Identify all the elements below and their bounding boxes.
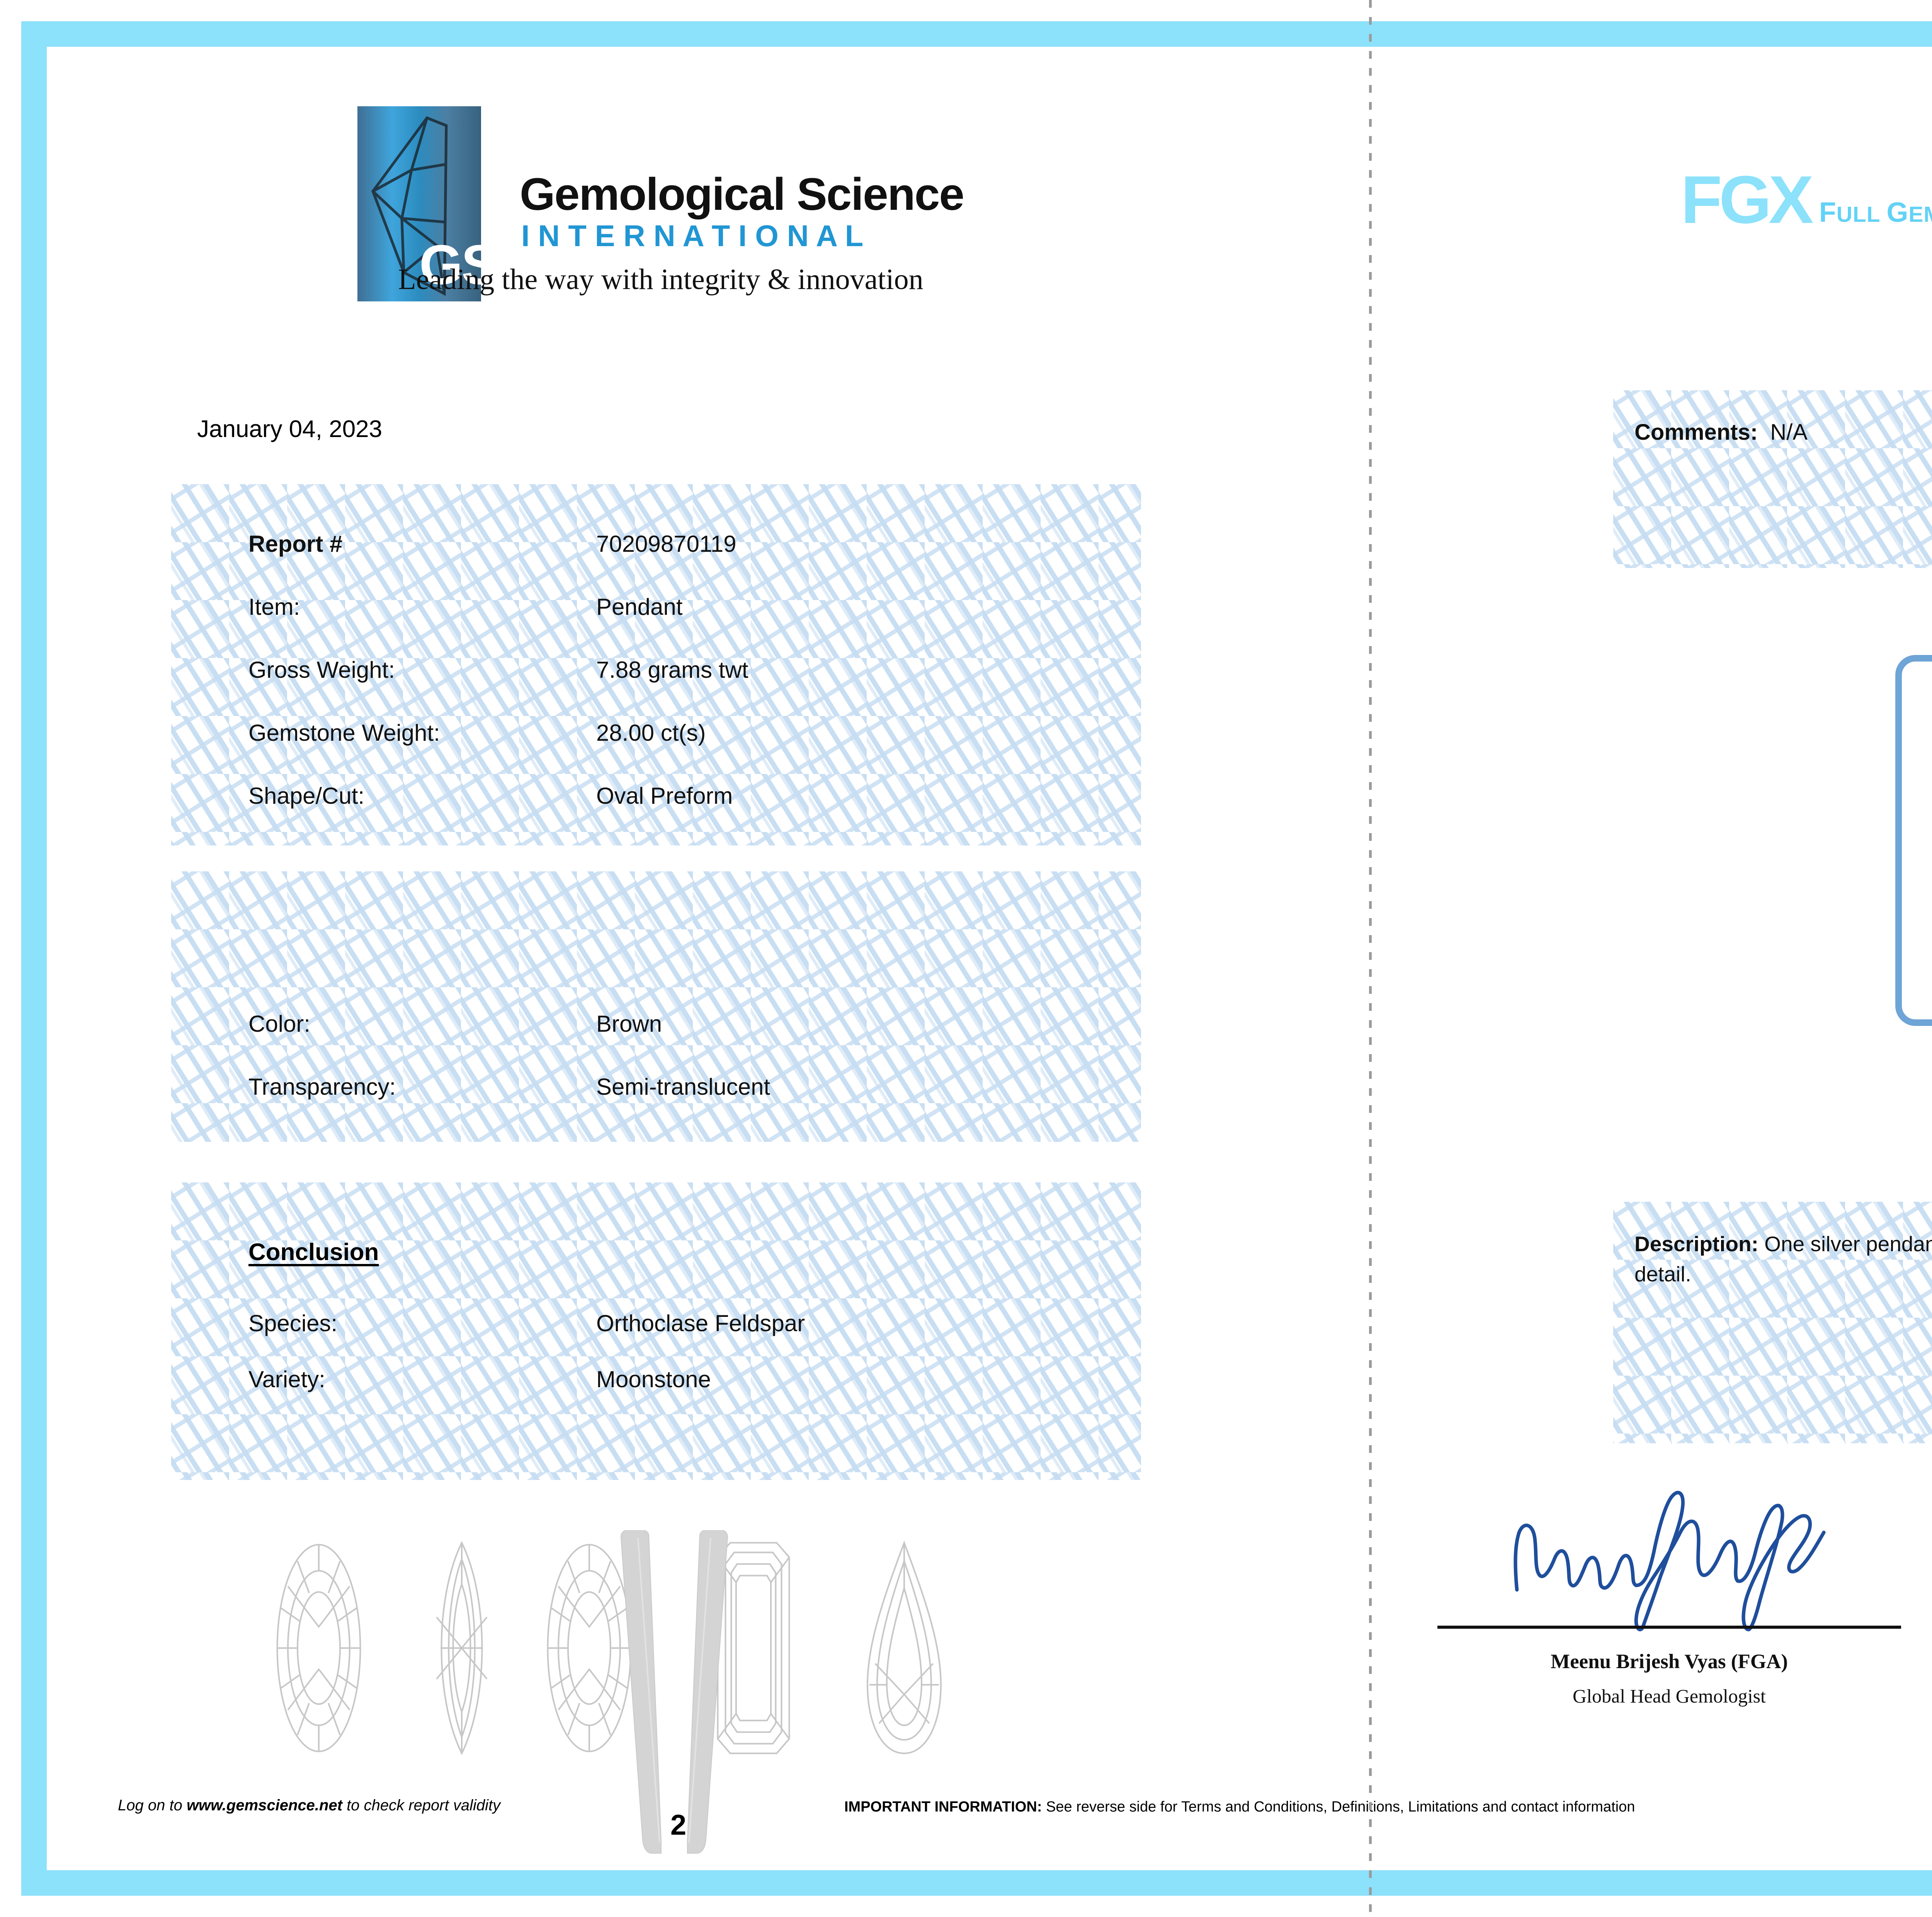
row-value: 28.00 ct(s) xyxy=(596,720,706,746)
row-label: Variety: xyxy=(248,1366,325,1392)
row-label: Gemstone Weight: xyxy=(248,720,440,746)
gem-shape-oval-brilliant-icon xyxy=(276,1544,361,1752)
gemologist-signature xyxy=(1514,1491,1826,1631)
appearance-panel: Color: Brown Transparency: Semi-transluc… xyxy=(171,871,1141,1142)
row-value: Pendant xyxy=(596,594,683,620)
gem-photo-caption-line2: approximately true to color xyxy=(1895,1059,1932,1078)
row-value: 7.88 grams twt xyxy=(596,657,748,683)
gem-photo-box xyxy=(1895,655,1932,1026)
footer-validity-prefix: Log on to xyxy=(118,1797,187,1814)
fgx-sub-emstone: EMSTONE xyxy=(1908,202,1932,227)
gemologist-name: Meenu Brijesh Vyas (FGA) xyxy=(1551,1650,1788,1673)
gem-shape-oval-brilliant-center-icon xyxy=(547,1544,632,1752)
brand-name-line2: I N T E R N A T I O N A L xyxy=(521,219,864,253)
signature-line xyxy=(1437,1626,1901,1629)
conclusion-panel: Conclusion Species: Orthoclase Feldspar … xyxy=(171,1182,1141,1480)
row-value: Semi-translucent xyxy=(596,1074,770,1100)
row-label: Species: xyxy=(248,1310,338,1336)
gem-shape-pear-icon xyxy=(866,1540,942,1754)
fgx-sub-ull: ULL xyxy=(1836,202,1887,227)
footer-important-text: See reverse side for Terms and Condition… xyxy=(1042,1799,1635,1815)
comments-row: Comments: N/A xyxy=(1634,419,1808,445)
gem-shape-outlines xyxy=(270,1540,1179,1756)
gem-shape-marquise-icon xyxy=(436,1541,488,1755)
footer-validity-site[interactable]: www.gemscience.net xyxy=(186,1797,343,1814)
footer-validity-text: Log on to www.gemscience.net to check re… xyxy=(118,1797,500,1814)
comments-panel xyxy=(1613,390,1932,568)
jewelers-loupe-watermark-icon xyxy=(1905,1217,1932,1835)
fgx-sub-f: F xyxy=(1819,197,1837,228)
row-label: Report # xyxy=(248,531,343,557)
gsi-logo-mark-icon: GSI xyxy=(357,106,513,301)
footer-important-label: IMPORTANT INFORMATION: xyxy=(844,1799,1042,1815)
description-row: Description: One silver pendant stamped … xyxy=(1634,1229,1932,1289)
fgx-sub-g: G xyxy=(1886,197,1909,228)
description-panel xyxy=(1613,1202,1932,1443)
row-label: Gross Weight: xyxy=(248,657,395,683)
row-label: Transparency: xyxy=(248,1074,396,1100)
description-label: Description: xyxy=(1634,1232,1759,1256)
row-label: Shape/Cut: xyxy=(248,783,365,809)
row-value: Orthoclase Feldspar xyxy=(596,1310,805,1336)
report-details-panel: Report # 70209870119 Item: Pendant Gross… xyxy=(171,484,1141,845)
description-text: One silver pendant stamped 925 containin… xyxy=(1634,1232,1932,1286)
center-fold-line xyxy=(1369,0,1372,1917)
svg-text:GSI: GSI xyxy=(419,233,511,296)
gem-photo-caption: Image not actual size, and approximately… xyxy=(1895,1039,1932,1078)
row-value: 70209870119 xyxy=(596,531,736,557)
row-value: Moonstone xyxy=(596,1366,711,1392)
page-number-left: 2 xyxy=(670,1809,687,1841)
issue-date: January 04, 2023 xyxy=(197,416,383,442)
conclusion-heading: Conclusion xyxy=(248,1239,379,1266)
footer-important-info: IMPORTANT INFORMATION: See reverse side … xyxy=(844,1799,1635,1815)
footer-validity-suffix: to check report validity xyxy=(342,1797,501,1814)
gsi-logo-block: GSI Gemological Science I N T E R N A T … xyxy=(350,102,1084,334)
gemologist-role: Global Head Gemologist xyxy=(1573,1685,1766,1707)
row-label: Color: xyxy=(248,1011,311,1037)
tweezers-icon xyxy=(620,1530,728,1854)
brand-name-line1: Gemological Science xyxy=(520,169,964,220)
row-value: Oval Preform xyxy=(596,783,733,809)
gem-photo-caption-line1: Image not actual size, and xyxy=(1895,1039,1932,1059)
row-value: Brown xyxy=(596,1011,662,1037)
fgx-subtitle: FULL GEMSTONE EXAMINATION xyxy=(1819,197,1932,234)
brand-tagline: Leading the way with integrity & innovat… xyxy=(398,263,923,296)
comments-value: N/A xyxy=(1770,420,1808,445)
comments-label: Comments: xyxy=(1634,420,1758,445)
row-label: Item: xyxy=(248,594,300,620)
pendant-photo xyxy=(1902,662,1932,1019)
fgx-logo-text: FGX xyxy=(1681,162,1814,238)
